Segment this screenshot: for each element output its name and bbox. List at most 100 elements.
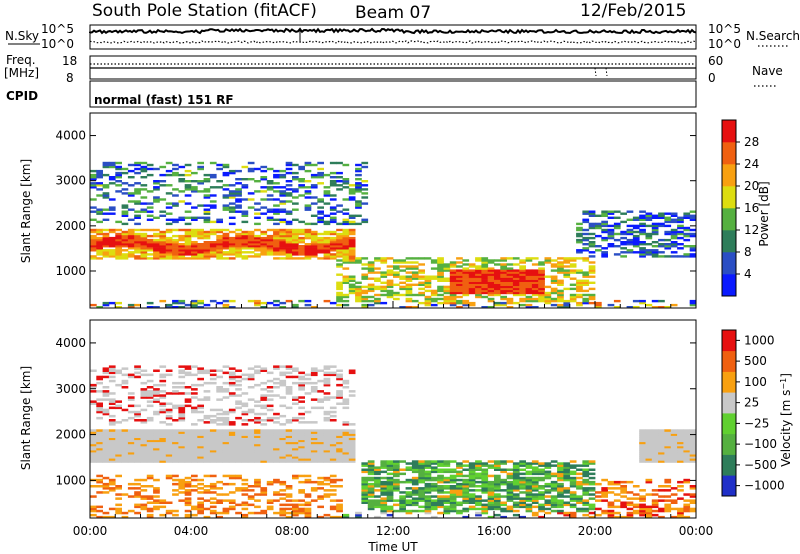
data-cell [399, 495, 406, 498]
data-cell [538, 464, 545, 467]
data-cell [260, 238, 268, 242]
data-cell [323, 238, 331, 242]
x-tick-label: 00:00 [679, 524, 714, 538]
data-cell [361, 303, 369, 307]
data-cell [310, 373, 318, 377]
data-cell [519, 491, 526, 494]
data-cell [563, 466, 571, 469]
data-cell [582, 257, 590, 260]
data-cell [197, 482, 204, 486]
data-cell [115, 234, 122, 238]
data-cell [235, 406, 242, 410]
data-cell [405, 509, 413, 513]
data-cell [254, 212, 261, 215]
data-cell [96, 253, 103, 256]
data-cell [178, 369, 186, 372]
data-cell [310, 202, 318, 205]
data-cell [285, 503, 293, 507]
data-cell [241, 234, 249, 238]
data-cell [172, 406, 179, 410]
data-cell [411, 306, 419, 309]
data-cell [664, 458, 672, 461]
data-cell [285, 515, 293, 519]
data-cell [689, 210, 697, 213]
data-cell [292, 306, 299, 309]
data-cell [683, 499, 691, 502]
data-cell [266, 253, 274, 256]
data-cell [323, 454, 331, 457]
data-cell [430, 501, 438, 504]
data-cell [405, 501, 413, 504]
data-cell [222, 449, 230, 453]
data-cell [519, 464, 526, 467]
data-cell [475, 489, 482, 492]
data-cell [228, 367, 236, 370]
data-cell [222, 482, 230, 486]
data-cell [134, 234, 141, 238]
data-cell [191, 216, 198, 219]
data-cell [405, 291, 413, 295]
data-cell [317, 173, 324, 177]
cpid-panel: CPID normal (fast) 151 RF [6, 80, 697, 108]
data-cell [506, 505, 514, 509]
data-cell [90, 460, 97, 463]
data-cell [386, 468, 394, 471]
noise-tick-low-left: 10^0 [41, 37, 74, 51]
data-cell [386, 279, 394, 282]
data-cell [102, 452, 110, 455]
data-cell [374, 259, 381, 262]
data-cell [519, 462, 526, 465]
data-cell [216, 241, 223, 244]
data-cell [292, 238, 299, 242]
data-cell [247, 458, 255, 461]
data-cell [102, 251, 110, 254]
data-cell [664, 243, 672, 246]
data-cell [500, 489, 507, 492]
data-cell [254, 249, 261, 252]
data-cell [658, 445, 665, 449]
data-cell [273, 173, 280, 177]
data-cell [424, 466, 432, 469]
data-cell [475, 507, 482, 511]
data-cell [494, 474, 501, 478]
data-cell [184, 245, 192, 248]
data-cell [576, 238, 583, 242]
data-cell [437, 289, 444, 293]
data-cell [241, 507, 249, 511]
data-cell [90, 458, 97, 461]
data-cell [273, 394, 280, 397]
data-cell [645, 445, 653, 449]
data-cell [134, 511, 141, 515]
data-cell [683, 456, 691, 459]
data-cell [273, 480, 280, 484]
data-cell [512, 275, 520, 278]
data-cell [115, 458, 122, 461]
data-cell [689, 437, 697, 441]
data-cell [102, 212, 110, 215]
data-cell [266, 441, 274, 445]
data-cell [494, 499, 501, 502]
data-cell [222, 493, 230, 496]
data-cell [538, 468, 545, 471]
data-cell [323, 495, 331, 498]
data-cell [108, 402, 116, 405]
data-cell [115, 406, 122, 410]
data-cell [336, 505, 343, 509]
data-cell [336, 251, 343, 254]
data-cell [588, 287, 596, 291]
data-cell [348, 423, 356, 426]
data-cell [134, 439, 141, 443]
data-cell [197, 301, 204, 305]
data-cell [292, 513, 299, 517]
data-cell [683, 435, 691, 438]
data-cell [317, 449, 324, 453]
data-cell [222, 299, 230, 303]
data-cell [563, 301, 571, 305]
data-cell [449, 281, 457, 284]
data-cell [292, 445, 299, 449]
data-cell [677, 247, 684, 250]
data-cell [348, 238, 356, 242]
data-cell [323, 379, 331, 383]
data-cell [304, 204, 312, 207]
data-cell [146, 243, 154, 246]
